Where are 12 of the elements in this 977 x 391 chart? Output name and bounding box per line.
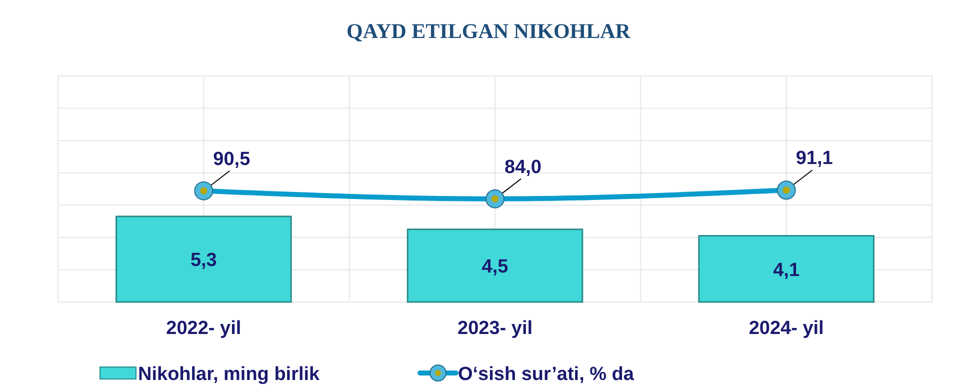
legend-label: O‘sish sur’ati, % da: [458, 364, 634, 385]
data-label: 4,1: [773, 260, 800, 281]
data-label: 90,5: [213, 148, 251, 170]
x-tick-label: 2024- yil: [748, 318, 824, 339]
x-tick-label: 2023- yil: [458, 318, 532, 339]
data-label: 5,3: [190, 250, 217, 272]
x-tick-label: 2022- yil: [166, 318, 242, 339]
data-label: 84,0: [504, 156, 542, 178]
data-label: 91,1: [796, 148, 834, 170]
data-label: 4,5: [482, 256, 509, 278]
chart-title: QAYD ETILGAN NIKOHLAR: [346, 19, 632, 43]
legend-label: Nikohlar, ming birlik: [138, 364, 320, 385]
